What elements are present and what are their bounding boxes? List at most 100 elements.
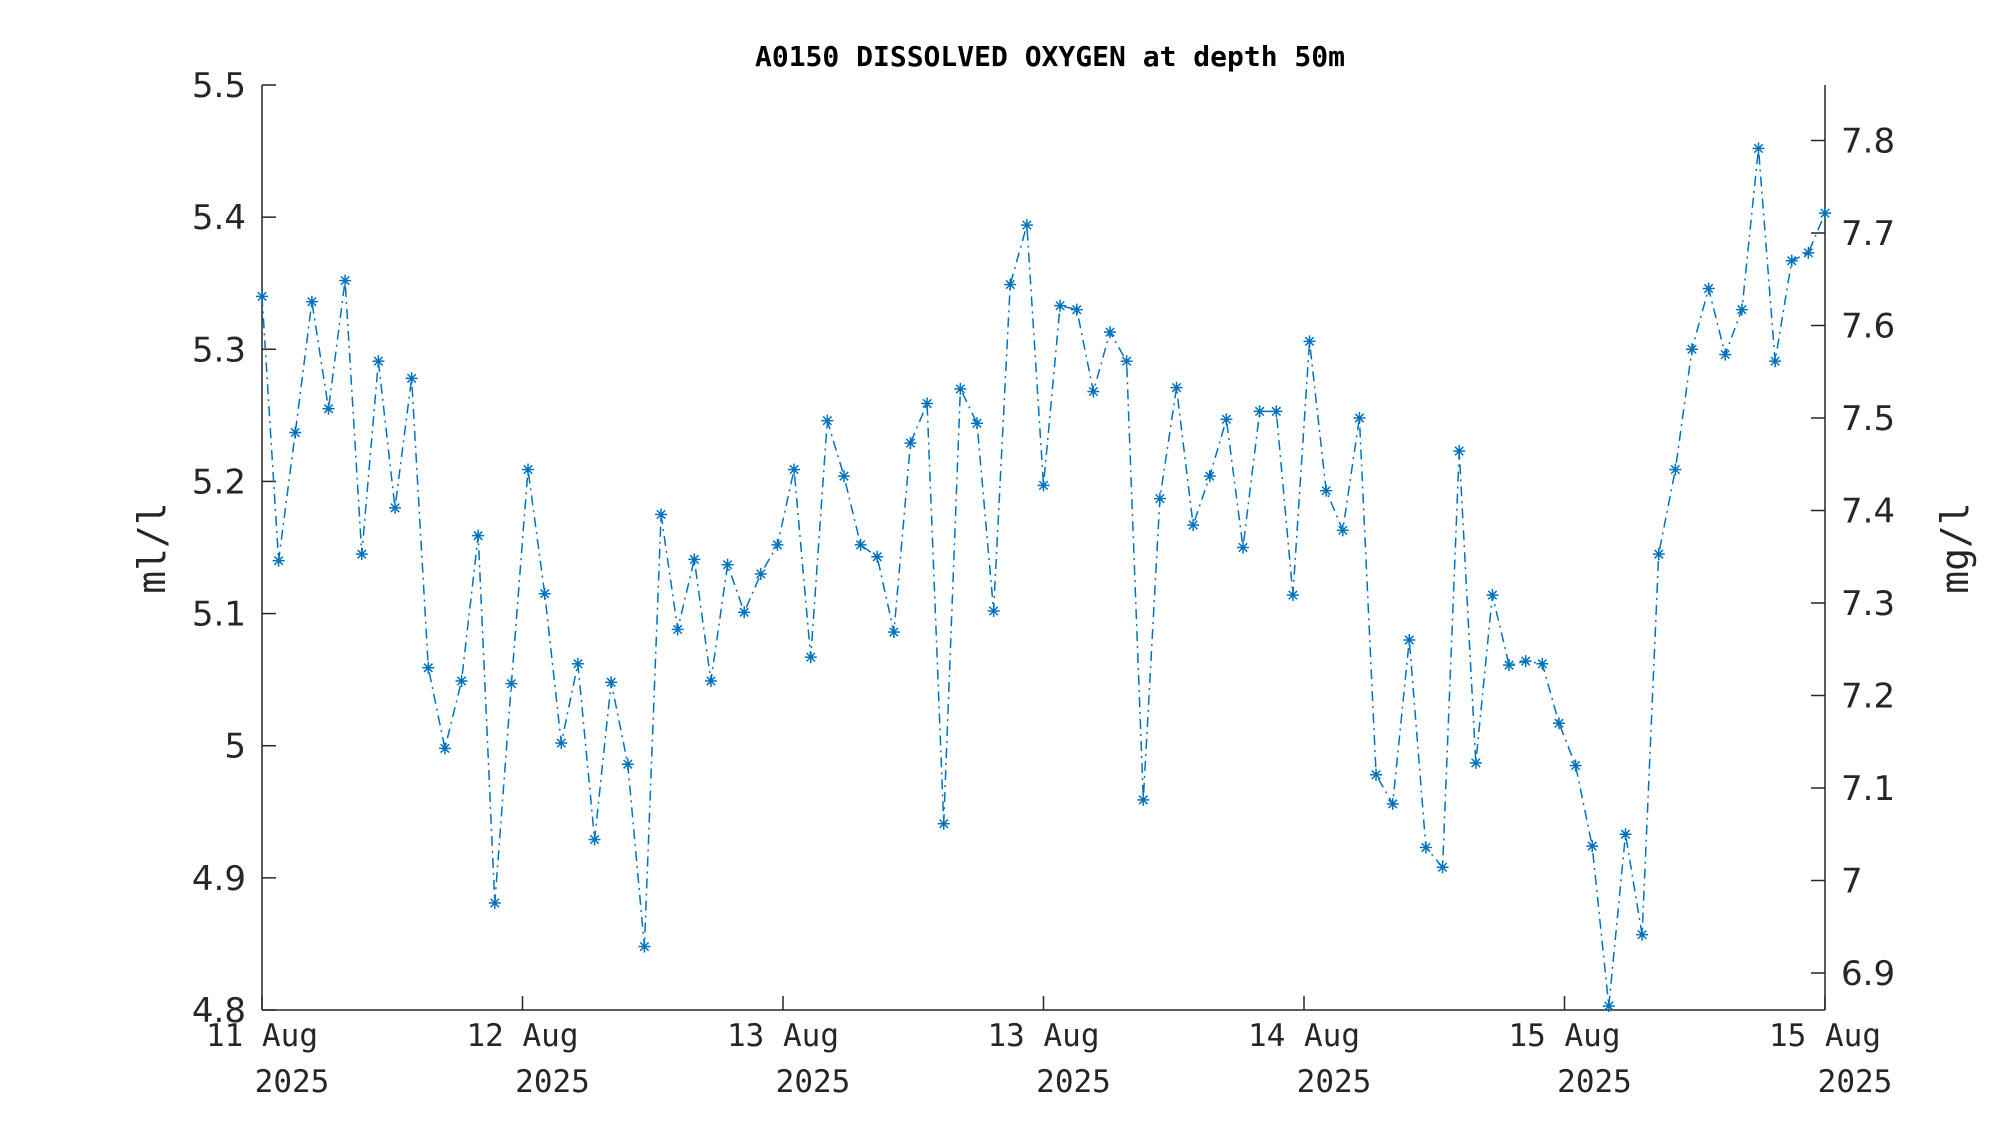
x-tick-label-year: 2025 — [515, 1064, 590, 1100]
y-right-tick-label: 7.4 — [1841, 492, 1895, 532]
data-point — [1020, 219, 1033, 232]
y-left-tick-label: 5.3 — [192, 330, 246, 370]
data-point — [1769, 355, 1782, 368]
data-point — [638, 940, 651, 953]
x-tick-label-date: 13 Aug — [988, 1018, 1100, 1054]
data-point — [1486, 589, 1499, 602]
data-point — [821, 414, 834, 427]
data-point — [1004, 278, 1017, 291]
data-point — [804, 651, 817, 664]
data-point — [1419, 841, 1432, 854]
y-right-tick-label: 7.3 — [1841, 584, 1895, 624]
data-point — [1054, 299, 1067, 312]
data-point — [1552, 717, 1565, 730]
data-point — [538, 587, 551, 600]
data-point — [422, 661, 435, 674]
x-tick-label-year: 2025 — [1036, 1064, 1111, 1100]
data-point — [1170, 381, 1183, 394]
data-point — [887, 626, 900, 639]
data-point — [1087, 385, 1100, 398]
data-point — [1353, 412, 1366, 424]
data-point — [754, 567, 767, 580]
data-point — [655, 508, 668, 521]
data-point — [771, 538, 784, 551]
data-point — [1203, 470, 1216, 483]
data-point — [871, 550, 884, 563]
data-point — [854, 538, 867, 551]
data-point — [1037, 479, 1050, 492]
y-right-tick-label: 7 — [1841, 862, 1863, 902]
y-right-tick-label: 7.5 — [1841, 399, 1895, 439]
y-axis-right-ticks: 6.9 7 7.1 7.2 7.3 7.4 7.5 7.6 7.7 7.8 — [1811, 122, 1895, 994]
data-point — [721, 558, 734, 571]
y-left-tick-label: 5.4 — [192, 198, 246, 238]
data-point — [1685, 343, 1698, 356]
data-point — [970, 417, 983, 430]
data-point — [837, 470, 850, 483]
x-tick-label-year: 2025 — [1297, 1064, 1372, 1100]
data-point — [954, 382, 967, 395]
data-point — [671, 623, 684, 636]
chart-title: A0150 DISSOLVED OXYGEN at depth 50m — [755, 40, 1345, 73]
data-point — [1220, 413, 1233, 426]
data-point — [1153, 492, 1166, 505]
data-point — [472, 529, 485, 542]
data-point — [1586, 840, 1599, 853]
data-point — [1536, 657, 1549, 670]
data-point — [1519, 655, 1532, 668]
x-tick-label-date: 15 Aug — [1769, 1018, 1881, 1054]
y-right-tick-label: 7.8 — [1841, 122, 1895, 162]
y-right-tick-label: 7.6 — [1841, 307, 1895, 347]
x-tick-label-date: 14 Aug — [1248, 1018, 1360, 1054]
x-tick-label-date: 11 Aug — [206, 1018, 318, 1054]
data-point — [921, 397, 934, 410]
data-point — [555, 737, 568, 750]
data-point — [937, 817, 950, 830]
data-point — [1669, 463, 1682, 476]
data-point — [1619, 828, 1632, 841]
data-point — [455, 674, 468, 687]
data-point — [1403, 634, 1416, 646]
data-point — [1237, 541, 1250, 554]
data-point — [1719, 348, 1732, 361]
data-point — [1303, 335, 1316, 348]
data-point — [405, 372, 418, 385]
data-point — [1120, 355, 1133, 368]
data-point — [1270, 405, 1283, 418]
x-tick-label-year: 2025 — [776, 1064, 851, 1100]
data-point — [1370, 768, 1383, 781]
data-point — [1785, 254, 1798, 267]
data-point — [1187, 519, 1200, 532]
series-markers — [256, 142, 1831, 1013]
data-point — [1602, 1000, 1615, 1013]
data-point — [1503, 659, 1516, 672]
data-point — [1453, 445, 1466, 458]
data-point — [1386, 797, 1399, 810]
data-point — [987, 604, 1000, 617]
data-point — [1652, 548, 1665, 561]
data-point — [322, 402, 335, 415]
x-axis-ticks: 11 Aug 2025 12 Aug 2025 13 Aug 2025 13 Aug 2025… — [206, 996, 1892, 1100]
y-axis-left-ticks: 4.8 4.9 5 5.1 5.2 5.3 5.4 5.5 — [192, 66, 276, 1031]
y-right-tick-label: 7.1 — [1841, 769, 1895, 809]
x-tick-label-year: 2025 — [1818, 1064, 1893, 1100]
data-point — [1819, 207, 1831, 220]
data-point — [372, 355, 385, 368]
data-point — [788, 463, 801, 476]
data-point — [1636, 928, 1649, 941]
data-point — [738, 606, 751, 619]
y-left-tick-label: 4.9 — [192, 859, 246, 899]
data-point — [1137, 793, 1150, 806]
data-point — [1336, 524, 1349, 537]
data-point — [488, 896, 501, 909]
data-point — [339, 274, 352, 287]
data-point — [305, 295, 318, 308]
data-point — [1702, 282, 1715, 295]
data-point — [1320, 484, 1333, 497]
data-point — [505, 677, 518, 690]
y-right-tick-label: 7.2 — [1841, 677, 1895, 717]
x-tick-label-date: 13 Aug — [727, 1018, 839, 1054]
y-left-tick-label: 5.2 — [192, 462, 246, 502]
data-point — [1752, 142, 1765, 155]
